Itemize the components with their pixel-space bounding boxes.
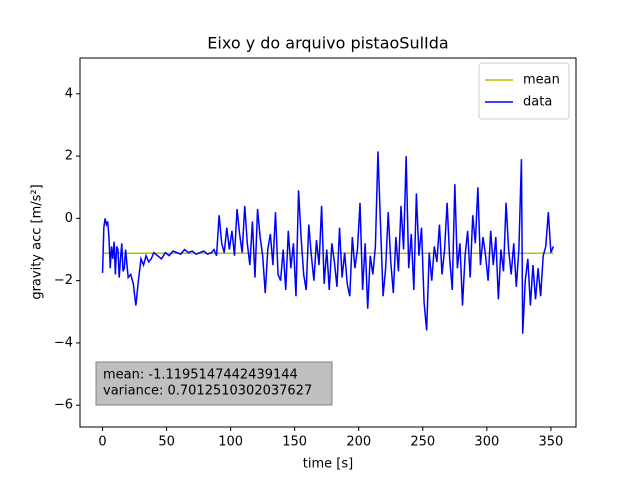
- x-tick-label: 50: [158, 435, 175, 450]
- stats-text: variance: 0.7012510302037627: [103, 384, 312, 399]
- x-tick-label: 200: [346, 435, 371, 450]
- y-tick-label: 4: [65, 86, 73, 101]
- line-data: [101, 151, 555, 334]
- x-axis-label: time [s]: [303, 457, 353, 472]
- y-tick-label: −2: [54, 273, 73, 288]
- x-tick-label: 0: [98, 435, 106, 450]
- y-tick-label: 2: [65, 149, 73, 164]
- x-tick-label: 250: [410, 435, 435, 450]
- x-tick-label: 150: [282, 435, 307, 450]
- y-tick-label: −6: [54, 398, 73, 413]
- legend-label: data: [523, 95, 552, 110]
- y-tick-label: −4: [54, 335, 73, 350]
- stats-box: [95, 361, 333, 406]
- stats-text: mean: -1.1195147442439144: [103, 368, 298, 383]
- y-axis-label: gravity acc [m/s²]: [30, 184, 45, 299]
- legend-box: [478, 62, 570, 120]
- x-tick-label: 300: [474, 435, 499, 450]
- y-tick-label: 0: [65, 211, 73, 226]
- chart-title: Eixo y do arquivo pistaoSulIda: [207, 34, 448, 53]
- legend-label: mean: [523, 73, 560, 88]
- plot-frame: [79, 57, 577, 428]
- x-tick-label: 350: [538, 435, 563, 450]
- x-tick-label: 100: [218, 435, 243, 450]
